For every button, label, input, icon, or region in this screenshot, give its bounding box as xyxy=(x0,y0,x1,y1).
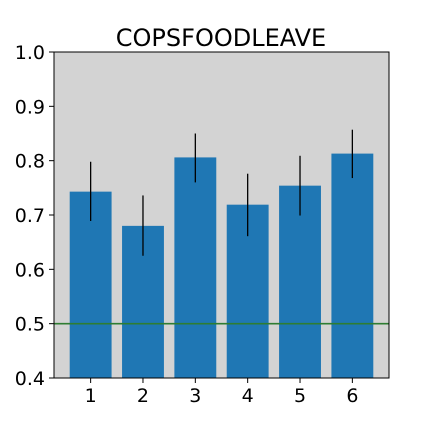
x-tick-label: 2 xyxy=(137,385,149,407)
x-tick-label: 4 xyxy=(242,385,254,407)
x-tick-label: 3 xyxy=(189,385,201,407)
x-tick-label: 1 xyxy=(85,385,97,407)
y-tick-label: 1.0 xyxy=(15,42,45,64)
bar-3 xyxy=(174,157,217,378)
chart-title: COPSFOODLEAVE xyxy=(116,24,326,52)
y-tick-label: 0.4 xyxy=(15,368,45,390)
x-tick-label: 5 xyxy=(294,385,306,407)
y-tick-label: 0.8 xyxy=(15,151,45,173)
x-tick-label: 6 xyxy=(346,385,358,407)
y-tick-label: 0.5 xyxy=(15,314,45,336)
bar-5 xyxy=(279,185,321,378)
bar-1 xyxy=(69,191,112,378)
y-tick-label: 0.9 xyxy=(15,96,45,118)
bar-6 xyxy=(331,153,374,378)
y-tick-label: 0.7 xyxy=(15,205,45,227)
y-tick-label: 0.6 xyxy=(15,259,45,281)
